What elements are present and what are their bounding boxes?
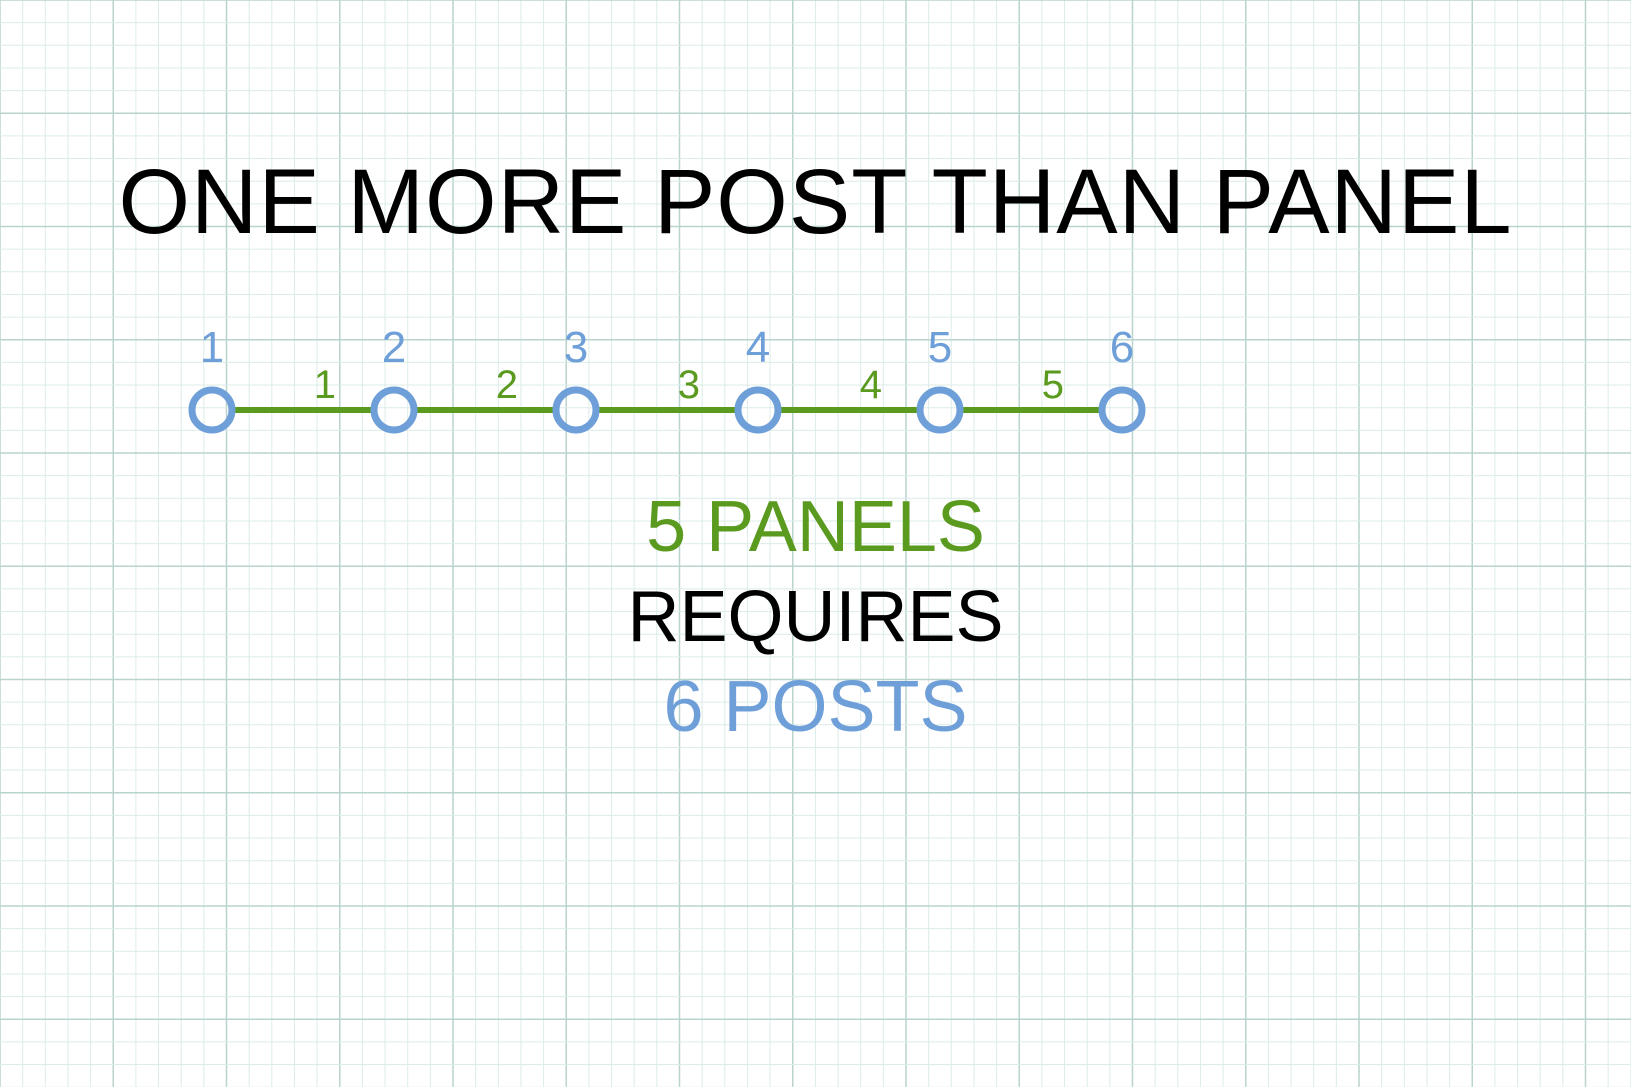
post-circle (1102, 390, 1142, 430)
summary-posts: 6 POSTS (0, 666, 1631, 748)
post-label: 3 (564, 323, 588, 372)
summary-requires: REQUIRES (0, 576, 1631, 658)
panel-label: 5 (1042, 363, 1064, 407)
post-label: 1 (200, 323, 224, 372)
panel-label: 1 (314, 363, 336, 407)
post-circle (556, 390, 596, 430)
panel-label: 4 (860, 363, 882, 407)
post-label: 2 (382, 323, 406, 372)
post-circle (920, 390, 960, 430)
summary-panels: 5 PANELS (0, 486, 1631, 568)
panel-label: 2 (496, 363, 518, 407)
panel-label: 3 (678, 363, 700, 407)
post-label: 4 (746, 323, 770, 372)
canvas: ONE MORE POST THAN PANEL 12345123456 5 P… (0, 0, 1631, 1087)
post-circle (374, 390, 414, 430)
post-circle (738, 390, 778, 430)
post-label: 5 (928, 323, 952, 372)
post-label: 6 (1110, 323, 1134, 372)
post-circle (192, 390, 232, 430)
